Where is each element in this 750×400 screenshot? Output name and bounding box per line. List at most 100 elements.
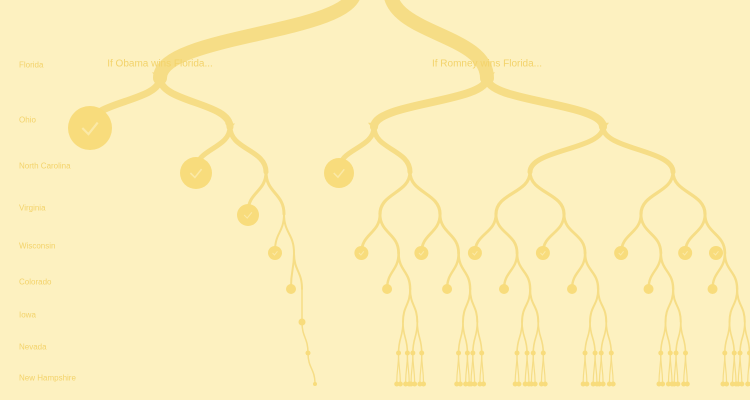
outcome-node (682, 350, 688, 356)
check-icon (418, 250, 425, 256)
outcome-node (709, 246, 723, 260)
tree-branch (562, 212, 587, 255)
tree-branch (461, 288, 472, 323)
outcome-node (417, 381, 423, 387)
outcome-node (514, 350, 520, 356)
outcome-node (722, 350, 728, 356)
outcome-node (532, 381, 538, 387)
outcome-node (671, 381, 677, 387)
state-label-wisconsin: Wisconsin (19, 241, 56, 251)
outcome-node (746, 350, 750, 356)
tree-branch (659, 321, 667, 354)
outcome-node (530, 350, 536, 356)
tree-branch (397, 352, 401, 385)
tree-branch (703, 212, 727, 255)
tree-branch (516, 352, 520, 385)
outcome-node (472, 381, 478, 387)
outcome-node (656, 381, 662, 387)
tree-branch (594, 352, 598, 385)
tree-branch (378, 212, 400, 255)
tree-branch (466, 352, 470, 385)
outcome-node (454, 381, 460, 387)
outcome-node (707, 284, 718, 294)
tree-branch (597, 288, 608, 323)
tree-branch (739, 321, 746, 354)
branch-arrow-icon (152, 72, 168, 83)
branch-arrow-icon (368, 122, 380, 131)
check-icon (472, 250, 478, 256)
tree-branch (264, 170, 286, 216)
tree-branch (516, 321, 523, 354)
tree-branch (584, 321, 591, 354)
tree-branch (728, 321, 736, 354)
branch-arrow-icon (225, 123, 235, 130)
branch-arrow-icon (597, 122, 609, 131)
tree-branch (445, 251, 460, 291)
outcome-node (522, 381, 528, 387)
outcome-node (731, 350, 737, 356)
tree-branch (378, 170, 412, 216)
outcome-node (397, 381, 403, 387)
tree-branch (457, 321, 464, 354)
outcome-node (410, 350, 416, 356)
tree-branch (679, 321, 687, 354)
tree-branch (494, 170, 532, 216)
obama-branch-caption: If Obama wins Florida... (107, 58, 213, 70)
tree-branch (723, 321, 731, 354)
tree-branch (589, 321, 596, 354)
outcome-node (675, 381, 681, 387)
outcome-node (739, 381, 745, 387)
outcome-node (745, 381, 750, 387)
outcome-node (614, 246, 629, 260)
state-label-virginia: Virginia (19, 203, 46, 213)
tree-branch (421, 352, 425, 385)
tree-branch (639, 212, 663, 255)
check-icon (272, 250, 278, 256)
tree-branch (675, 352, 679, 385)
outcome-node (457, 381, 463, 387)
tree-branch (472, 352, 476, 385)
outcome-node (600, 381, 606, 387)
tree-branch (659, 251, 675, 291)
tree-branch (307, 352, 316, 385)
tree-branch (526, 352, 530, 385)
check-icon (81, 121, 99, 136)
outcome-node (608, 350, 614, 356)
outcome-node (667, 350, 673, 356)
romney-branch-caption: If Romney wins Florida... (431, 58, 543, 70)
tree-branch (542, 352, 546, 385)
outcome-node (582, 350, 588, 356)
check-icon (713, 250, 719, 256)
outcome-node (324, 158, 354, 188)
tree-branch (529, 288, 540, 323)
tree-branch (412, 321, 419, 354)
tree-branch (462, 321, 469, 354)
outcome-node (499, 284, 510, 294)
outcome-node (598, 350, 604, 356)
outcome-node (681, 381, 687, 387)
tree-branch (521, 321, 528, 354)
outcome-node (305, 350, 311, 356)
state-label-nevada: Nevada (19, 342, 47, 352)
outcome-node (665, 381, 671, 387)
tree-branch (521, 288, 532, 323)
tree-branch (589, 288, 600, 323)
tree-branch (412, 352, 416, 385)
tree-branch (457, 352, 461, 385)
outcome-node (414, 246, 429, 260)
outcome-node (286, 284, 296, 294)
outcome-node (592, 350, 598, 356)
tree-branch (457, 251, 472, 291)
tree-branch (515, 251, 532, 291)
state-label-iowa: Iowa (19, 310, 36, 320)
outcome-node (463, 381, 469, 387)
outcome-node (421, 381, 427, 387)
outcome-node (481, 381, 487, 387)
outcome-node (590, 381, 596, 387)
outcome-node (396, 350, 402, 356)
outcome-node (516, 381, 522, 387)
outcome-node (538, 381, 544, 387)
tree-branch (600, 124, 676, 175)
tree-branch (406, 352, 410, 385)
